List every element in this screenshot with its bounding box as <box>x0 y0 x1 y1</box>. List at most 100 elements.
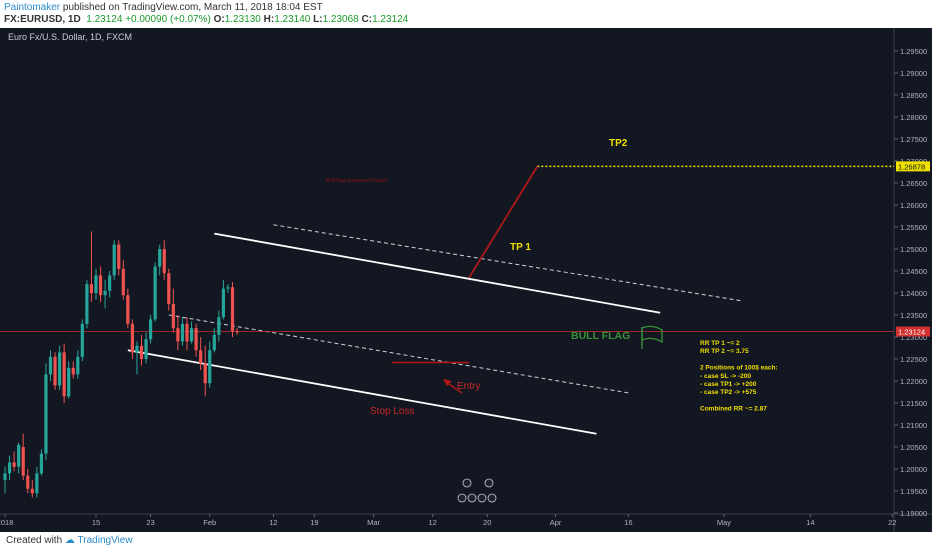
candle-body <box>17 444 21 467</box>
candle-body <box>226 287 230 289</box>
x-tick-label: May <box>717 518 731 527</box>
candle-body <box>71 367 75 375</box>
candle-body <box>126 295 130 324</box>
candle-body <box>189 328 194 342</box>
x-tick-label: 14 <box>806 518 814 527</box>
open-label: O: <box>213 14 225 25</box>
high-label: H: <box>263 14 275 25</box>
candle-body <box>167 273 171 304</box>
candle-body <box>85 284 89 324</box>
tradingview-brand[interactable]: TradingView <box>77 535 133 546</box>
candle-body <box>7 462 12 474</box>
x-tick-label: 16 <box>624 518 632 527</box>
y-tick-label: 1.23000 <box>900 333 927 342</box>
measured-target-label: Bull flag measured target <box>326 178 388 184</box>
x-tick-label: 22 <box>888 518 896 527</box>
candle-body <box>217 317 221 335</box>
rr-note-line: - case SL -> -200 <box>700 373 751 380</box>
rr-note-line: - case TP2 -> +575 <box>700 389 757 396</box>
symbol-label: FX:EURUSD, 1D <box>4 14 81 25</box>
candle-body <box>153 266 157 320</box>
x-tick-label: Mar <box>367 518 380 527</box>
entry-label: Entry <box>457 381 480 392</box>
rr-note-line: RR TP 2 ~= 3.75 <box>700 348 749 355</box>
candle-body <box>53 356 57 386</box>
candle-body <box>144 339 148 359</box>
entry-arrow-head <box>443 379 452 386</box>
y-tick-label: 1.25500 <box>900 223 927 232</box>
candle-body <box>171 304 175 329</box>
candle-body <box>12 462 16 467</box>
candle-body <box>221 288 225 318</box>
y-tick-label: 1.25000 <box>900 245 927 254</box>
y-tick-label: 1.21000 <box>900 421 927 430</box>
tp2-price-tag <box>896 161 930 172</box>
ohlc-line: FX:EURUSD, 1D 1.23124 +0.00090 (+0.07%) … <box>4 14 408 25</box>
candle-body <box>3 473 7 480</box>
y-tick-label: 1.19500 <box>900 487 927 496</box>
tp2-label: TP2 <box>609 138 628 149</box>
tradingview-logo-icon[interactable]: ☁ <box>64 535 75 546</box>
price-chart[interactable]: Euro Fx/U.S. Dollar, 1D, FXCM 1.29500 1.29… <box>0 28 932 532</box>
candle-body <box>103 290 107 296</box>
rr-note-line: 2 Positions of 100$ each: <box>700 365 778 372</box>
y-tick-label: 1.28500 <box>900 91 927 100</box>
publish-line: Paintomaker published on TradingView.com… <box>4 2 323 13</box>
y-tick-label: 1.22000 <box>900 377 927 386</box>
candle-body <box>112 244 116 276</box>
x-tick-label: 12 <box>269 518 277 527</box>
last-price-tag <box>896 326 930 337</box>
low-value: 1.23068 <box>322 14 359 25</box>
candle-body <box>162 249 166 274</box>
candle-body <box>21 447 25 476</box>
candle-body <box>130 323 134 353</box>
event-marker-icon <box>487 493 497 503</box>
y-tick-label: 1.19000 <box>900 509 927 518</box>
candle-body <box>185 323 189 342</box>
x-tick-label: 2018 <box>0 518 13 527</box>
candle-body <box>98 275 103 296</box>
event-marker-icon <box>462 478 472 488</box>
event-marker-icon <box>477 493 487 503</box>
stop-loss-label: Stop Loss <box>370 406 414 417</box>
candle-body <box>194 328 198 351</box>
event-marker-icon <box>467 493 477 503</box>
candle-body <box>35 473 39 494</box>
candle-body <box>149 319 153 340</box>
plot-area <box>0 28 894 514</box>
tp2-price-tag-text: 1.26878 <box>898 162 925 171</box>
event-marker-icon <box>457 493 467 503</box>
rr-note-line: Combined RR ~= 2.87 <box>700 406 767 413</box>
bull-flag-label: BULL FLAG <box>571 330 630 342</box>
candle-body <box>89 284 94 293</box>
x-tick-label: Apr <box>550 518 562 527</box>
y-tick-label: 1.28000 <box>900 113 927 122</box>
y-tick-label: 1.29500 <box>900 47 927 56</box>
y-tick-label: 1.22500 <box>900 355 927 364</box>
candle-body <box>121 268 125 296</box>
rr-note-line: - case TP1 -> +200 <box>700 381 757 388</box>
x-tick-label: 15 <box>92 518 100 527</box>
chart-panel[interactable]: Euro Fx/U.S. Dollar, 1D, FXCM 1.29500 1.29… <box>0 28 932 532</box>
bull-flag-icon <box>641 325 663 344</box>
candle-body <box>26 475 30 489</box>
candle-body <box>176 328 180 342</box>
y-tick-label: 1.24000 <box>900 289 927 298</box>
candle-body <box>235 331 239 333</box>
candle-body <box>117 244 121 269</box>
y-tick-label: 1.29000 <box>900 69 927 78</box>
low-label: L: <box>313 14 323 25</box>
candle-body <box>67 367 71 397</box>
dashed-channel-bottom <box>168 314 629 394</box>
dashed-channel-top <box>273 224 743 302</box>
candle-body <box>108 275 112 291</box>
created-with-label: Created with <box>6 535 63 546</box>
author-link[interactable]: Paintomaker <box>4 2 61 13</box>
candle-body <box>135 345 139 353</box>
y-tick-label: 1.27500 <box>900 135 927 144</box>
candle-body <box>230 287 235 332</box>
high-value: 1.23140 <box>274 14 311 25</box>
candle-body <box>39 453 43 474</box>
tp1-label: TP 1 <box>510 242 531 253</box>
x-tick-label: 12 <box>429 518 437 527</box>
